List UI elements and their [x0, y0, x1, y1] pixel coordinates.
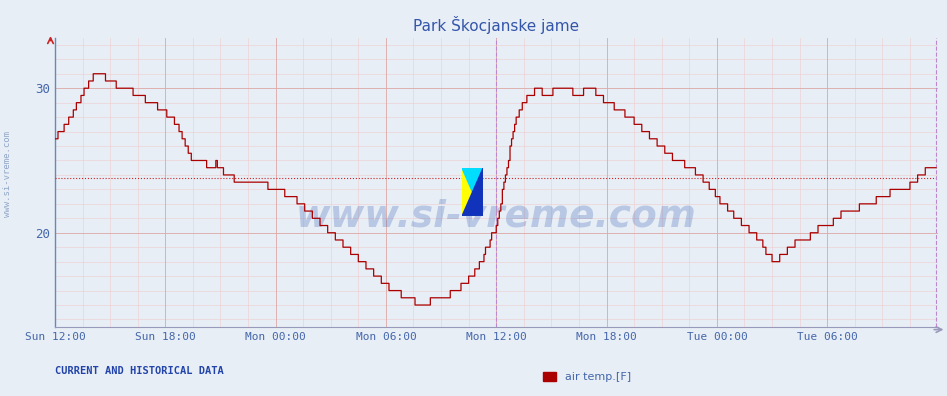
Text: CURRENT AND HISTORICAL DATA: CURRENT AND HISTORICAL DATA — [55, 366, 223, 376]
Polygon shape — [462, 168, 483, 216]
Polygon shape — [462, 168, 483, 216]
Text: www.si-vreme.com: www.si-vreme.com — [295, 199, 697, 235]
Text: www.si-vreme.com: www.si-vreme.com — [3, 131, 12, 217]
Legend: air temp.[F]: air temp.[F] — [539, 367, 635, 386]
Polygon shape — [462, 168, 483, 192]
Title: Park Škocjanske jame: Park Škocjanske jame — [413, 16, 580, 34]
